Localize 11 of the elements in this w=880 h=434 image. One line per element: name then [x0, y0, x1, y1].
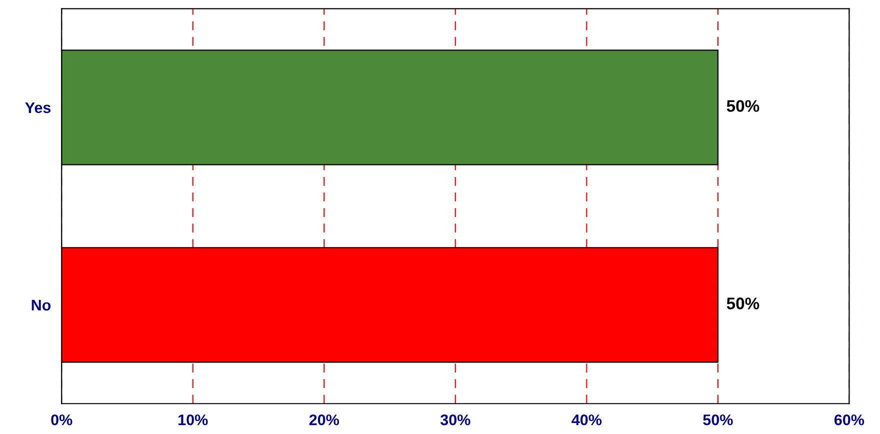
- x-tick-label: 10%: [178, 414, 208, 426]
- y-tick-label: Yes: [25, 102, 51, 114]
- data-label: 50%: [726, 298, 760, 310]
- x-tick-label: 40%: [572, 414, 602, 426]
- data-label: 50%: [726, 100, 760, 112]
- x-tick-label: 0%: [51, 414, 72, 426]
- x-tick-label: 20%: [309, 414, 340, 426]
- x-tick-label: 60%: [834, 414, 864, 426]
- x-tick-label: 50%: [703, 414, 733, 426]
- x-tick-label: 30%: [440, 414, 470, 426]
- y-tick-label: No: [32, 300, 51, 311]
